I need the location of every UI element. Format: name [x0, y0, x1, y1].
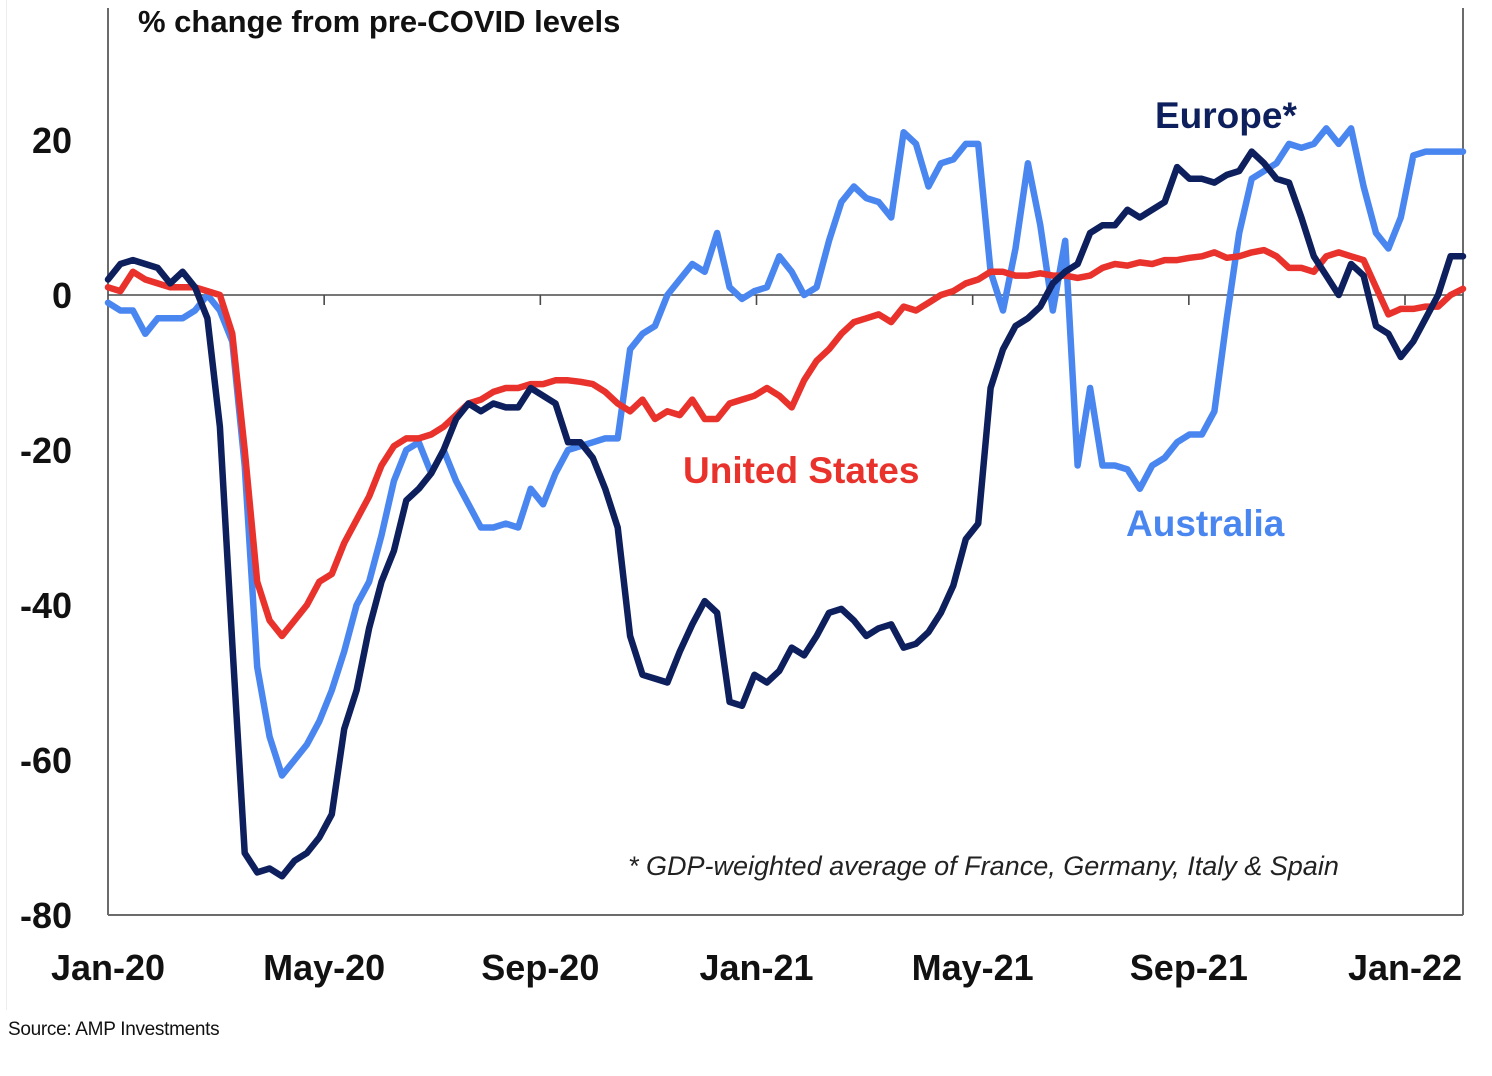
x-axis: Jan-20 May-20 Sep-20 Jan-21 May-21 Sep-21 Jan-… [51, 295, 1462, 988]
y-tick-label: -20 [20, 430, 72, 471]
x-tick-label: May-21 [912, 947, 1034, 988]
y-tick-label: -80 [20, 895, 72, 936]
series-line-united-states [104, 246, 1467, 640]
x-tick-label: Jan-21 [699, 947, 813, 988]
y-tick-label: -60 [20, 740, 72, 781]
chart-annotation: * GDP-weighted average of France, German… [628, 851, 1339, 881]
series-label-europe: Europe* [1155, 95, 1297, 136]
series-line-australia [104, 125, 1467, 779]
series-label-australia: Australia [1126, 503, 1285, 544]
y-tick-label: 20 [32, 120, 72, 161]
y-axis: 20 0 -20 -40 -60 -80 [20, 120, 72, 936]
y-tick-label: 0 [52, 275, 72, 316]
x-tick-label: Jan-22 [1348, 947, 1462, 988]
x-tick-label: Jan-20 [51, 947, 165, 988]
page-left-rule [6, 0, 7, 1010]
line-chart: 20 0 -20 -40 -60 -80 Jan-20 May-20 Sep-20 Jan-21… [20, 4, 1467, 988]
series-lines [104, 125, 1467, 880]
x-tick-label: May-20 [263, 947, 385, 988]
y-tick-label: -40 [20, 585, 72, 626]
source-note: Source: AMP Investments [8, 1019, 220, 1040]
chart-title: % change from pre-COVID levels [138, 4, 620, 39]
series-label-united-states: United States [683, 450, 919, 491]
plot-frame [107, 8, 1464, 916]
x-tick-label: Sep-21 [1130, 947, 1248, 988]
series-line-europe [104, 148, 1467, 880]
x-tick-label: Sep-20 [481, 947, 599, 988]
